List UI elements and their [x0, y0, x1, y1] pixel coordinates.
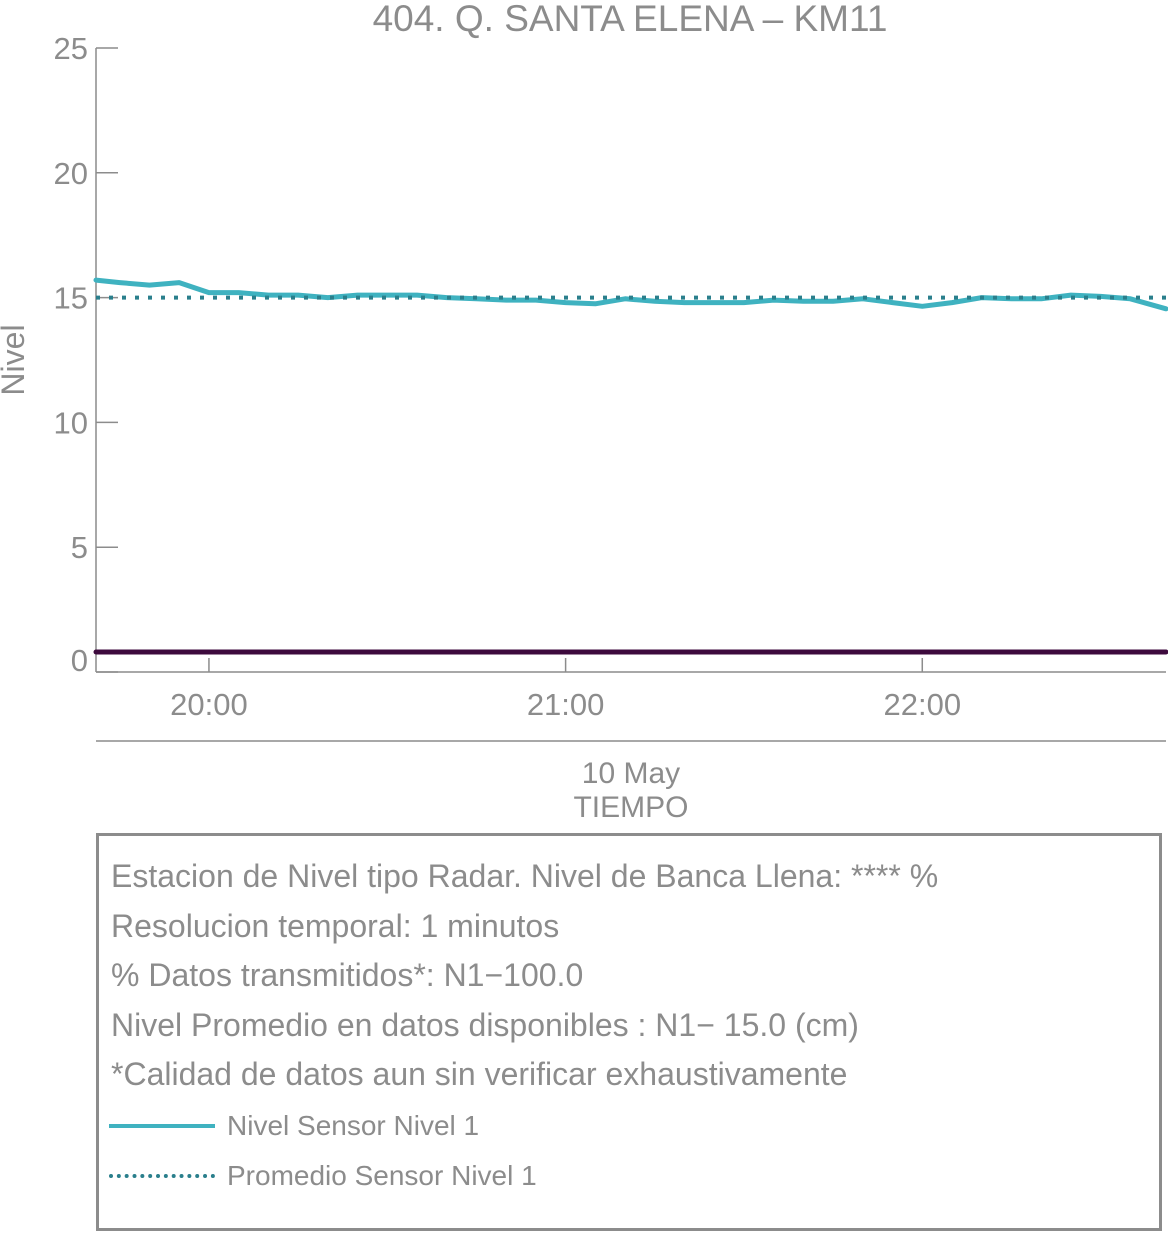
- y-tick-label: 5: [71, 530, 88, 565]
- legend-swatch-solid: [109, 1124, 215, 1128]
- x-tick-label: 22:00: [883, 687, 961, 722]
- y-tick-label: 15: [54, 281, 88, 316]
- legend-swatch-dotted: [109, 1174, 215, 1178]
- x-tick-label: 20:00: [170, 687, 248, 722]
- y-tick-label: 0: [71, 643, 88, 678]
- y-ticks: 0 5 10 15 20 25: [54, 31, 118, 678]
- y-axis-label: Nivel: [0, 324, 31, 395]
- info-line-average: Nivel Promedio en datos disponibles : N1…: [111, 1007, 859, 1043]
- info-line-transmitted: % Datos transmitidos*: N1−100.0: [111, 957, 584, 993]
- y-tick-label: 10: [54, 405, 88, 440]
- series-line-0: [93, 277, 1168, 312]
- x-axis-label: TIEMPO: [573, 791, 688, 824]
- info-line-station: Estacion de Nivel tipo Radar. Nivel de B…: [111, 858, 939, 894]
- legend-item-nivel: Nivel Sensor Nivel 1: [109, 1110, 709, 1141]
- level-chart: 404. Q. SANTA ELENA – KM11 Nivel 0 5 10 15 2…: [0, 0, 1168, 824]
- date-label: 10 May: [582, 757, 680, 790]
- x-ticks: 20:00 21:00 22:00: [170, 658, 961, 722]
- legend-label: Nivel Sensor Nivel 1: [227, 1110, 480, 1141]
- legend-item-promedio: Promedio Sensor Nivel 1: [109, 1160, 709, 1191]
- y-tick-label: 25: [54, 31, 88, 66]
- legend-label: Promedio Sensor Nivel 1: [227, 1160, 537, 1191]
- info-line-resolution: Resolucion temporal: 1 minutos: [111, 908, 560, 944]
- plot-series: [93, 277, 1168, 655]
- y-tick-label: 20: [54, 156, 88, 191]
- info-line-quality-note: *Calidad de datos aun sin verificar exha…: [111, 1056, 848, 1092]
- info-box: Estacion de Nivel tipo Radar. Nivel de B…: [96, 833, 1162, 1231]
- chart-title: 404. Q. SANTA ELENA – KM11: [373, 0, 888, 39]
- x-tick-label: 21:00: [527, 687, 605, 722]
